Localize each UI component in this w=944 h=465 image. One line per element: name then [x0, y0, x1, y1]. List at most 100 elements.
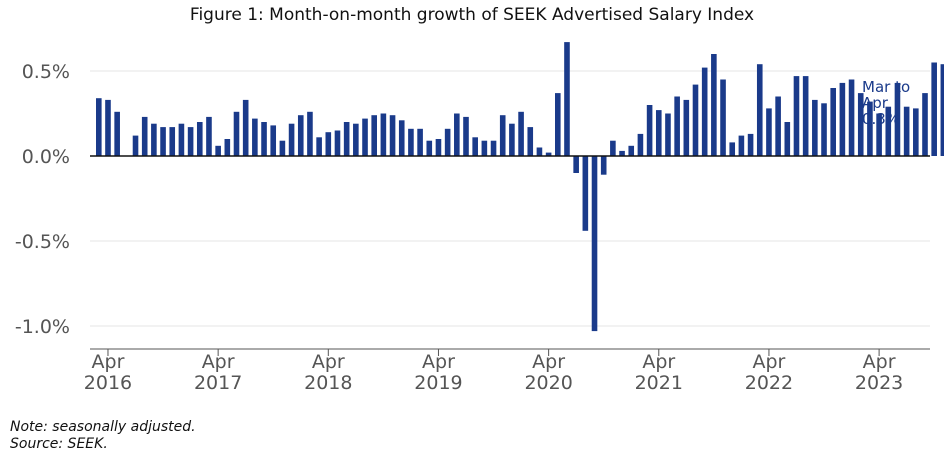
bar	[738, 135, 745, 156]
bar	[527, 127, 534, 156]
y-tick-label: 0.5%	[22, 61, 70, 83]
bar	[371, 115, 377, 156]
bar	[242, 99, 249, 156]
bar	[848, 79, 855, 156]
x-tick-year: 2023	[855, 372, 903, 394]
bar	[683, 99, 690, 156]
x-tick-month: Apr	[753, 351, 786, 373]
x-tick-month: Apr	[642, 351, 675, 373]
annotation-line: Apr	[862, 94, 889, 112]
bar	[545, 152, 552, 156]
bar	[105, 99, 111, 156]
x-tick-month: Apr	[312, 351, 345, 373]
x-tick-month: Apr	[202, 351, 235, 373]
bar	[187, 127, 194, 156]
bar	[628, 145, 635, 156]
bar	[665, 113, 671, 156]
bar	[398, 120, 405, 156]
bar	[922, 93, 928, 156]
bar	[224, 139, 231, 156]
bar	[802, 76, 809, 156]
bar	[288, 123, 295, 156]
bar	[444, 128, 451, 156]
bar	[701, 67, 708, 156]
bar	[518, 111, 524, 156]
bar	[655, 110, 662, 156]
x-tick-year: 2021	[635, 372, 683, 394]
bar	[114, 111, 120, 156]
x-tick-year: 2018	[304, 372, 352, 394]
bar	[692, 84, 699, 156]
bar	[215, 145, 221, 156]
bar	[747, 133, 754, 156]
bar	[380, 113, 387, 156]
bar	[206, 116, 212, 156]
bar	[426, 140, 433, 156]
x-tick-month: Apr	[422, 351, 455, 373]
bar	[821, 103, 827, 156]
bar	[839, 82, 846, 156]
bar	[141, 116, 148, 156]
bar	[573, 156, 579, 173]
x-axis: Apr2016Apr2017Apr2018Apr2019Apr2020Apr20…	[84, 348, 930, 394]
bar	[178, 123, 185, 156]
x-tick-month: Apr	[863, 351, 896, 373]
bar	[940, 64, 944, 156]
bar	[637, 133, 644, 156]
bar	[555, 93, 561, 156]
bar	[325, 132, 332, 156]
bar	[646, 105, 653, 156]
bar	[463, 116, 469, 156]
bar	[913, 108, 919, 156]
bar	[454, 113, 460, 156]
bar	[334, 130, 341, 156]
bar	[619, 150, 625, 156]
bar	[270, 125, 277, 156]
bar	[674, 96, 680, 156]
bar	[160, 127, 166, 156]
bar	[903, 106, 910, 156]
y-tick-label: -0.5%	[15, 231, 70, 253]
bar	[435, 139, 442, 156]
annotation-line: 0.3%	[862, 110, 900, 128]
bar	[316, 137, 322, 156]
bar	[711, 54, 717, 156]
bar	[582, 156, 589, 231]
bar	[857, 93, 864, 156]
y-axis: 0.5% 0.0% -0.5% -1.0%	[15, 61, 70, 338]
x-tick-year: 2022	[745, 372, 793, 394]
bar	[307, 111, 313, 156]
bar	[408, 128, 414, 156]
bar	[151, 123, 157, 156]
x-tick-month: Apr	[532, 351, 565, 373]
bar	[793, 76, 800, 156]
bar	[600, 156, 607, 175]
x-tick-year: 2019	[414, 372, 462, 394]
annotation-line: Mar to	[862, 78, 910, 96]
bar	[536, 147, 543, 156]
bar	[894, 82, 901, 156]
bar	[132, 135, 139, 156]
bar	[830, 88, 836, 156]
bar	[564, 42, 570, 156]
bar	[481, 140, 488, 156]
x-tick-year: 2016	[84, 372, 132, 394]
y-tick-label: 0.0%	[22, 146, 70, 168]
chart-notes: Note: seasonally adjusted. Source: SEEK.	[10, 419, 196, 453]
bar	[233, 111, 240, 156]
bar	[362, 118, 368, 156]
chart-title: Figure 1: Month-on-month growth of SEEK …	[189, 5, 755, 25]
x-tick-year: 2017	[194, 372, 242, 394]
bar	[775, 96, 781, 156]
bar	[766, 108, 772, 156]
bar	[876, 113, 882, 156]
bar	[885, 106, 892, 156]
bar	[389, 115, 396, 156]
bar	[297, 115, 304, 156]
bar	[509, 123, 515, 156]
bar	[610, 140, 616, 156]
bar	[867, 101, 873, 156]
bar	[252, 118, 258, 156]
